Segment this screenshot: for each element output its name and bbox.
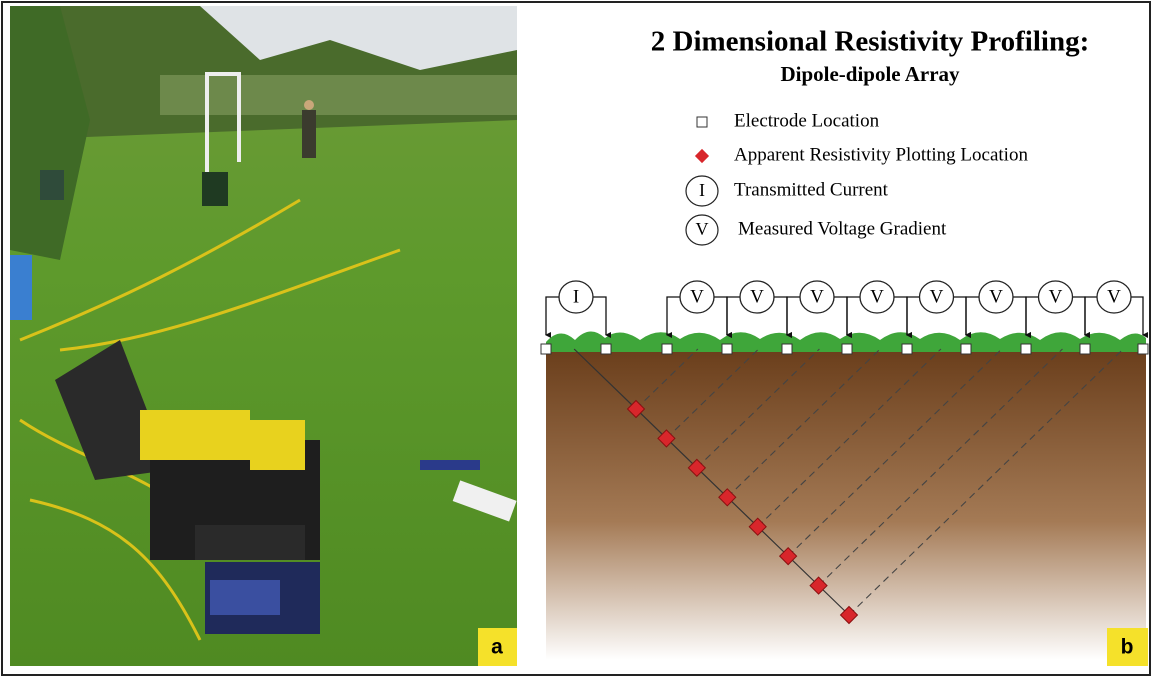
legend-symbol-label: V bbox=[696, 219, 709, 239]
meter-label: V bbox=[1107, 286, 1121, 307]
legend-symbol-label: I bbox=[699, 180, 705, 200]
meter-label: V bbox=[870, 286, 884, 307]
electrode bbox=[662, 344, 672, 354]
electrode bbox=[1138, 344, 1148, 354]
electrode bbox=[961, 344, 971, 354]
legend-symbol bbox=[697, 117, 707, 127]
figure: IVVVVVVVV 2 Dimensional Resistivity Prof… bbox=[0, 0, 1152, 677]
electrode bbox=[541, 344, 551, 354]
electrode bbox=[1080, 344, 1090, 354]
panel-label: b bbox=[1121, 636, 1134, 659]
electrode bbox=[722, 344, 732, 354]
meter-label: V bbox=[930, 286, 944, 307]
subtitle: Dipole-dipole Array bbox=[780, 62, 960, 86]
legend-label: Transmitted Current bbox=[734, 179, 889, 200]
electrode bbox=[842, 344, 852, 354]
legend-label: Electrode Location bbox=[734, 110, 880, 131]
meter-label: V bbox=[750, 286, 764, 307]
meter-label: V bbox=[989, 286, 1003, 307]
meter-label: V bbox=[690, 286, 704, 307]
title: 2 Dimensional Resistivity Profiling: bbox=[651, 26, 1089, 58]
electrode bbox=[782, 344, 792, 354]
electrode bbox=[601, 344, 611, 354]
meter-label: V bbox=[1049, 286, 1063, 307]
legend-label: Measured Voltage Gradient bbox=[738, 218, 947, 239]
electrode bbox=[902, 344, 912, 354]
electrode bbox=[1021, 344, 1031, 354]
photo bbox=[10, 6, 517, 666]
panel-label: a bbox=[491, 636, 503, 659]
legend-label: Apparent Resistivity Plotting Location bbox=[734, 144, 1028, 165]
meter-label: I bbox=[573, 286, 579, 307]
meter-label: V bbox=[810, 286, 824, 307]
